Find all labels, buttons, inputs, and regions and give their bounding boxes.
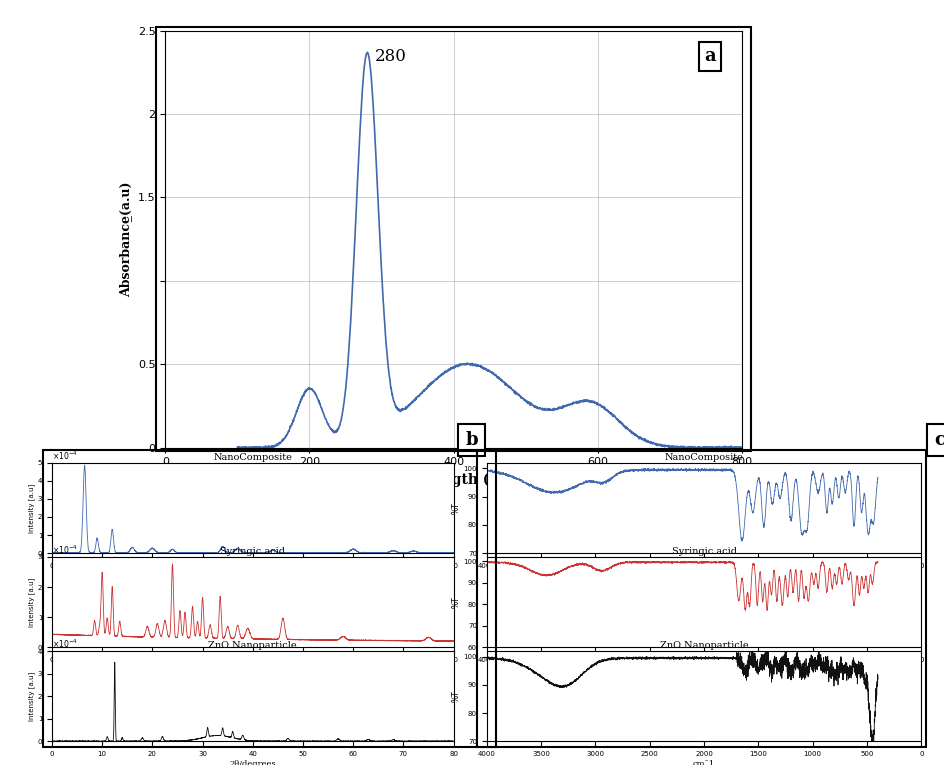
Title: ZnO Nanoparticle: ZnO Nanoparticle (659, 641, 748, 650)
Y-axis label: %T: %T (451, 690, 460, 702)
Text: 280: 280 (374, 47, 406, 64)
X-axis label: cm¯1: cm¯1 (692, 760, 715, 765)
Text: $\times10^{-4}$: $\times10^{-4}$ (52, 637, 77, 650)
Text: b: b (465, 431, 478, 449)
X-axis label: 2θ/degrees: 2θ/degrees (229, 760, 276, 765)
Text: $\times10^{-4}$: $\times10^{-4}$ (52, 543, 77, 556)
Y-axis label: Absorbance̲(a.u): Absorbance̲(a.u) (119, 181, 132, 297)
Y-axis label: %T: %T (451, 596, 460, 608)
X-axis label: Wavelength (nm): Wavelength (nm) (386, 473, 520, 487)
Title: Syringic acid: Syringic acid (671, 547, 735, 556)
Title: NanoComposite: NanoComposite (213, 453, 292, 462)
Text: c: c (934, 431, 944, 449)
Y-axis label: Intensity [a.u]: Intensity [a.u] (28, 672, 35, 721)
Text: $\times10^{-4}$: $\times10^{-4}$ (52, 449, 77, 462)
Y-axis label: Intensity [a.u]: Intensity [a.u] (28, 578, 35, 627)
Title: ZnO Nanoparticle: ZnO Nanoparticle (209, 641, 296, 650)
Y-axis label: %T: %T (451, 502, 460, 514)
Title: Syringic acid: Syringic acid (220, 547, 285, 556)
Text: a: a (703, 47, 716, 65)
Title: NanoComposite: NanoComposite (664, 453, 743, 462)
Y-axis label: Intensity [a.u]: Intensity [a.u] (28, 483, 35, 532)
